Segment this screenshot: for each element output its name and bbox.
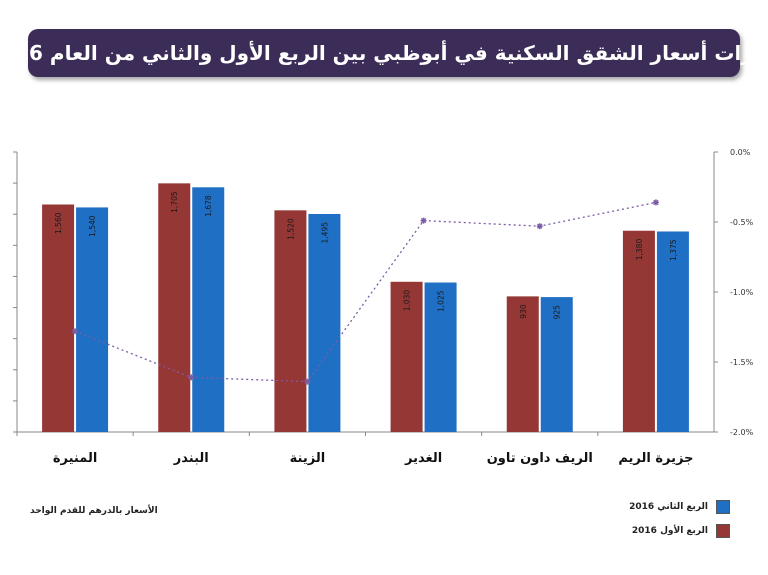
legend-label-q2: الربع الثاني 2016 (629, 502, 708, 512)
legend-swatch-q2 (716, 500, 730, 514)
bar-value-label: 1,030 (403, 290, 412, 312)
bar-value-label: 1,705 (170, 191, 179, 213)
legend-swatch-q1 (716, 524, 730, 538)
bar-value-label: 1,678 (204, 195, 213, 217)
change-point (304, 378, 311, 385)
right-axis-tick-label: -1.0% (730, 288, 754, 297)
bar-q2 (308, 213, 341, 432)
right-axis-tick-label: -1.5% (730, 358, 754, 367)
bar-q1 (390, 281, 423, 432)
bar-q1 (622, 230, 655, 432)
category-label: المنيرة (53, 451, 97, 466)
change-point (188, 374, 195, 381)
bar-q1 (274, 210, 307, 432)
bar-value-label: 1,560 (54, 212, 63, 234)
chart-title-bar: تغيرات أسعار الشقق السكنية في أبوظبي بين… (0, 29, 768, 77)
bar-value-label: 1,495 (320, 222, 329, 244)
bar-q2 (192, 187, 225, 432)
change-point (536, 223, 543, 230)
bar-q2 (656, 231, 689, 432)
right-axis-tick-label: 0.0% (730, 148, 751, 157)
legend-label-q1: الربع الأول 2016 (631, 526, 708, 536)
legend-item-q1: الربع الأول 2016 (590, 520, 730, 542)
bar-value-label: 925 (553, 305, 562, 320)
category-label: الزينة (290, 451, 326, 466)
bar-q2 (424, 282, 457, 432)
category-label: الغدير (404, 451, 442, 466)
bar-value-label: 1,520 (286, 218, 295, 240)
right-axis-tick-label: -2.0% (730, 428, 754, 437)
bar-q1 (506, 296, 539, 432)
bar-value-label: 1,375 (669, 239, 678, 261)
legend-item-q2: الربع الثاني 2016 (590, 496, 730, 518)
right-axis-tick-label: -0.5% (730, 218, 754, 227)
bar-q1 (42, 204, 75, 432)
bar-q2 (540, 297, 573, 432)
legend: الربع الثاني 2016 الربع الأول 2016 (590, 496, 730, 544)
bar-q1 (158, 183, 191, 432)
bar-value-label: 1,540 (88, 215, 97, 237)
category-label: الريف داون تاون (487, 451, 593, 466)
bar-value-label: 930 (519, 304, 528, 319)
bar-value-label: 1,025 (437, 290, 446, 312)
chart-title: تغيرات أسعار الشقق السكنية في أبوظبي بين… (0, 41, 768, 65)
category-label: البندر (173, 451, 209, 466)
bar-value-label: 1,380 (635, 239, 644, 261)
category-label: جزيرة الريم (618, 451, 693, 466)
change-point (652, 199, 659, 206)
change-point (72, 328, 79, 335)
change-line (74, 201, 657, 383)
unit-note: الأسعار بالدرهم للقدم الواحد (30, 506, 158, 516)
change-point (420, 217, 427, 224)
bar-q2 (76, 207, 109, 432)
